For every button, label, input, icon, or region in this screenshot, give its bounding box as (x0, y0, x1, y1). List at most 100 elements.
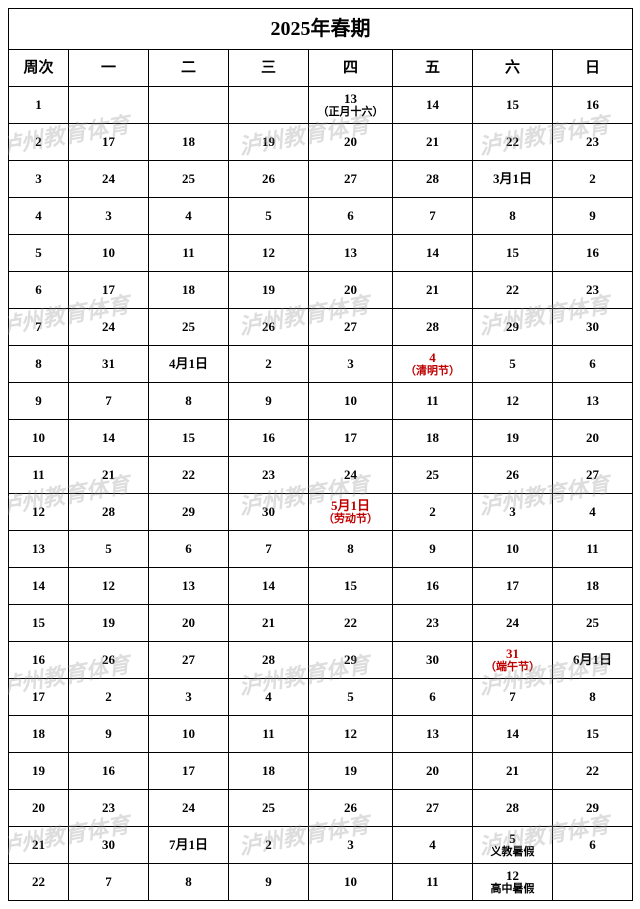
date-cell: 31（端午节） (473, 642, 553, 679)
date-note: 高中暑假 (473, 883, 552, 896)
date-cell: 2 (229, 827, 309, 864)
table-row: 510111213141516 (9, 235, 633, 272)
date-note: （清明节） (393, 365, 472, 378)
date-cell: 24 (473, 605, 553, 642)
date-cell: 26 (473, 457, 553, 494)
date-cell: 22 (473, 124, 553, 161)
date-cell: 10 (309, 383, 393, 420)
date-cell: 7 (229, 531, 309, 568)
week-number: 2 (9, 124, 69, 161)
date-cell: 6 (309, 198, 393, 235)
date-note: （端午节） (473, 661, 552, 674)
date-cell: 22 (473, 272, 553, 309)
date-cell: 6 (553, 827, 633, 864)
date-cell: 10 (69, 235, 149, 272)
date-cell: 20 (309, 124, 393, 161)
date-cell: 23 (553, 272, 633, 309)
date-cell: 23 (69, 790, 149, 827)
date-value: 13 (309, 91, 392, 107)
week-number: 8 (9, 346, 69, 383)
date-cell: 18 (393, 420, 473, 457)
date-cell: 7 (473, 679, 553, 716)
date-cell: 30 (229, 494, 309, 531)
date-cell: 23 (393, 605, 473, 642)
date-cell: 17 (473, 568, 553, 605)
date-cell: 26 (69, 642, 149, 679)
date-cell: 27 (309, 161, 393, 198)
date-cell: 24 (149, 790, 229, 827)
date-cell: 25 (149, 309, 229, 346)
date-cell: 28 (393, 309, 473, 346)
date-cell: 8 (149, 383, 229, 420)
week-number: 21 (9, 827, 69, 864)
table-row: 2023242526272829 (9, 790, 633, 827)
date-cell: 29 (553, 790, 633, 827)
date-cell: 22 (553, 753, 633, 790)
week-number: 7 (9, 309, 69, 346)
table-row: 1121222324252627 (9, 457, 633, 494)
table-row: 978910111213 (9, 383, 633, 420)
date-cell: 29 (149, 494, 229, 531)
week-number: 16 (9, 642, 69, 679)
column-header: 二 (149, 50, 229, 87)
date-cell: 2 (69, 679, 149, 716)
date-cell: 11 (229, 716, 309, 753)
column-header: 五 (393, 50, 473, 87)
table-row: 617181920212223 (9, 272, 633, 309)
date-cell: 21 (69, 457, 149, 494)
date-cell: 9 (69, 716, 149, 753)
date-cell: 3 (309, 827, 393, 864)
date-cell: 14 (393, 87, 473, 124)
date-cell: 5 (69, 531, 149, 568)
date-cell: 3 (69, 198, 149, 235)
date-cell: 17 (69, 272, 149, 309)
date-cell: 4（清明节） (393, 346, 473, 383)
date-cell: 20 (149, 605, 229, 642)
date-cell: 15 (473, 87, 553, 124)
week-number: 20 (9, 790, 69, 827)
date-cell: 9 (393, 531, 473, 568)
date-cell: 15 (553, 716, 633, 753)
date-cell: 23 (229, 457, 309, 494)
table-row: 16262728293031（端午节）6月1日 (9, 642, 633, 679)
week-number: 15 (9, 605, 69, 642)
date-cell: 18 (553, 568, 633, 605)
date-cell: 8 (149, 864, 229, 901)
date-cell: 19 (473, 420, 553, 457)
date-value: 5月1日 (309, 498, 392, 514)
table-row: 21307月1日2345义教暑假6 (9, 827, 633, 864)
date-cell: 14 (473, 716, 553, 753)
table-row: 1014151617181920 (9, 420, 633, 457)
date-note: （劳动节） (309, 513, 392, 526)
date-cell: 8 (309, 531, 393, 568)
date-cell: 25 (229, 790, 309, 827)
date-cell: 6 (149, 531, 229, 568)
date-cell: 8 (553, 679, 633, 716)
week-number: 3 (9, 161, 69, 198)
date-cell: 21 (229, 605, 309, 642)
date-cell: 19 (309, 753, 393, 790)
date-cell: 27 (309, 309, 393, 346)
date-cell: 28 (69, 494, 149, 531)
week-number: 6 (9, 272, 69, 309)
date-cell: 15 (149, 420, 229, 457)
week-number: 18 (9, 716, 69, 753)
date-cell: 5义教暑假 (473, 827, 553, 864)
table-row: 8314月1日234（清明节）56 (9, 346, 633, 383)
date-cell: 27 (553, 457, 633, 494)
date-cell: 28 (473, 790, 553, 827)
week-number: 1 (9, 87, 69, 124)
date-cell: 19 (229, 124, 309, 161)
date-cell: 7月1日 (149, 827, 229, 864)
date-cell: 12高中暑假 (473, 864, 553, 901)
date-cell: 16 (553, 235, 633, 272)
date-cell: 21 (393, 124, 473, 161)
date-cell: 12 (309, 716, 393, 753)
date-cell: 25 (553, 605, 633, 642)
date-cell: 24 (69, 161, 149, 198)
date-cell: 14 (229, 568, 309, 605)
date-cell: 12 (69, 568, 149, 605)
date-cell: 30 (393, 642, 473, 679)
date-cell: 27 (393, 790, 473, 827)
date-cell: 16 (393, 568, 473, 605)
